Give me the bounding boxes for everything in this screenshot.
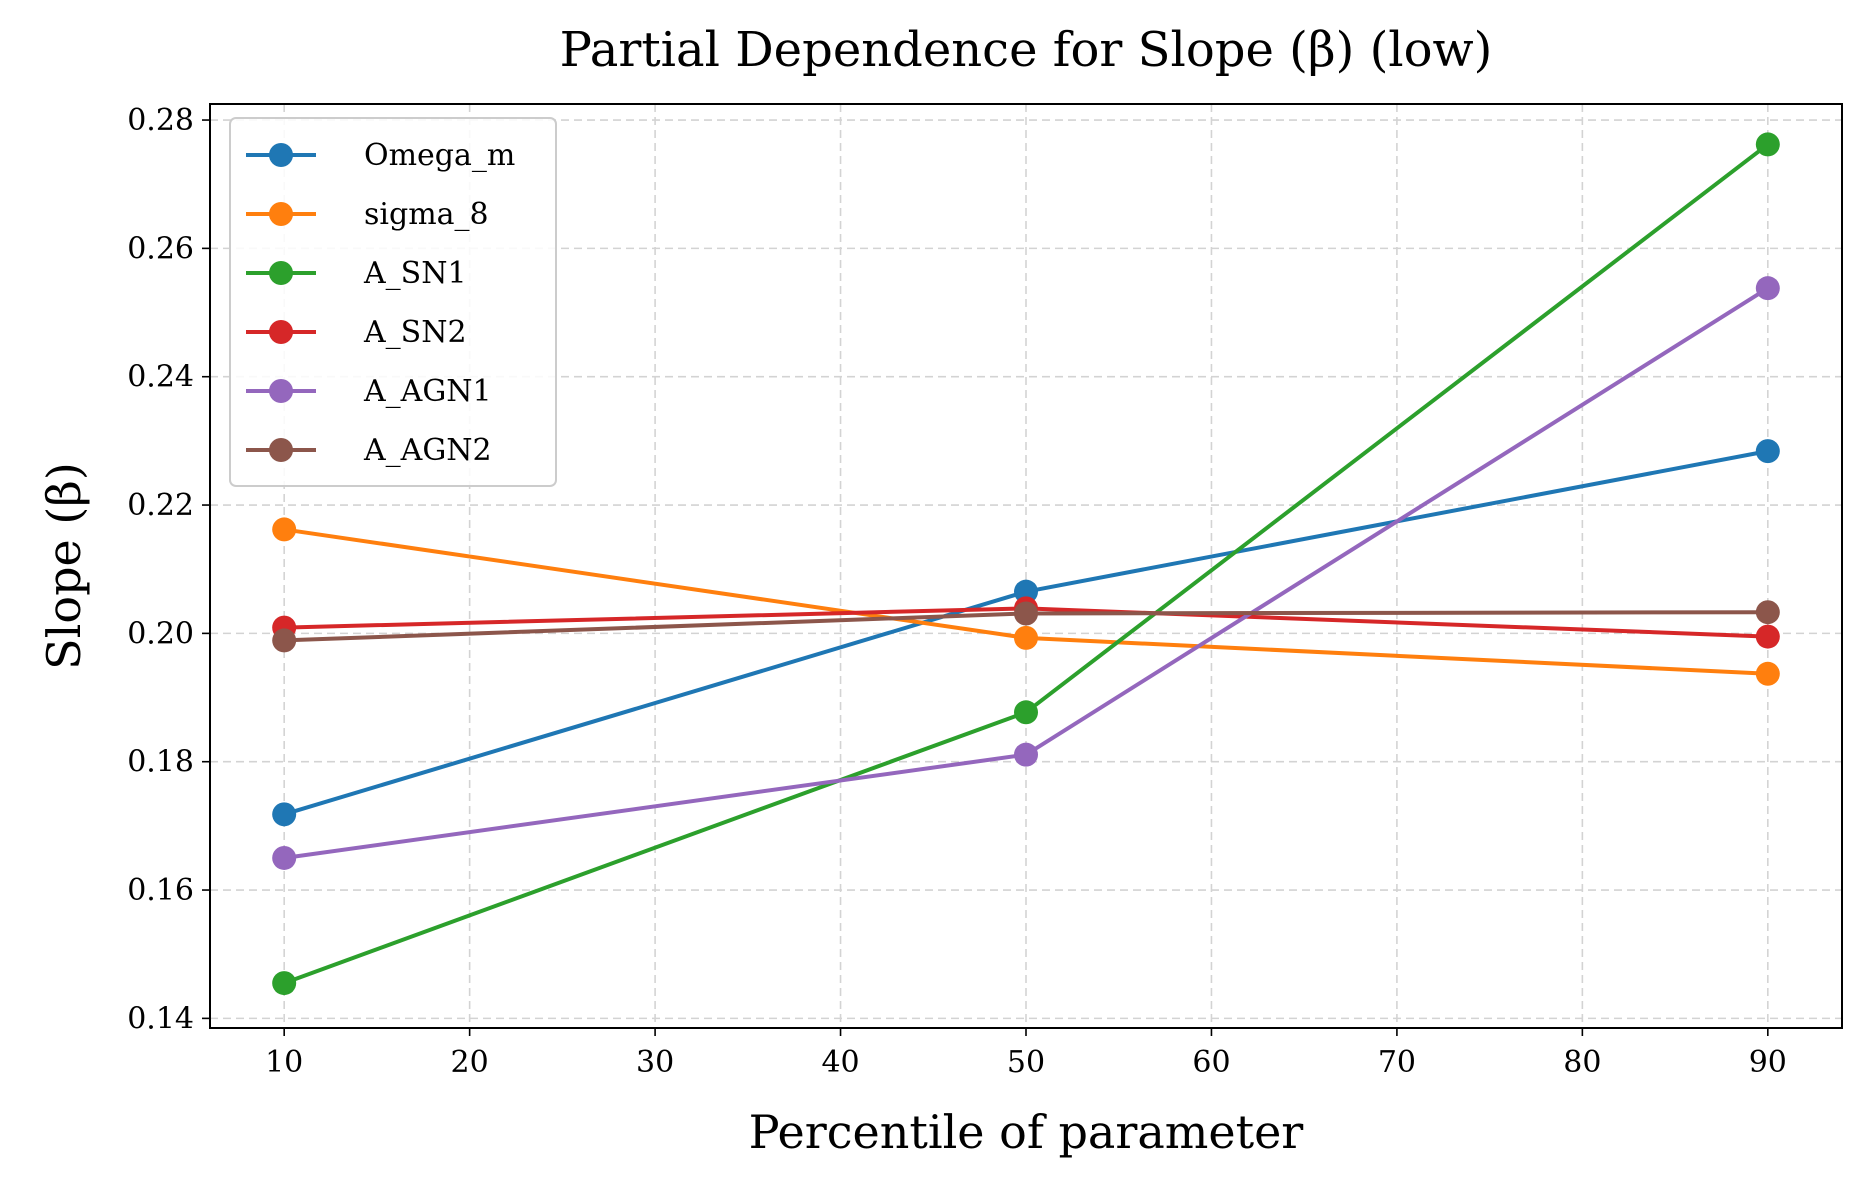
- data-point-A_AGN1-10: [272, 845, 297, 870]
- data-point-A_SN1-90: [1755, 132, 1780, 157]
- x-tick-label-5: 60: [1192, 1045, 1230, 1080]
- data-point-A_SN1-10: [272, 971, 297, 996]
- y-tick-label-4: 0.22: [127, 488, 194, 523]
- legend-marker-A_SN2: [269, 320, 293, 344]
- axis-ticks: 10 20 30 40 50 60 70 80 90 0.14 0.16 0.18 0.20 0.22 0.…: [127, 103, 1787, 1080]
- legend-label-A_SN2: A_SN2: [363, 315, 467, 350]
- legend-box: [229, 117, 557, 487]
- series-A_AGN2: [272, 600, 1780, 653]
- legend-item-A_SN1: A_SN1: [246, 256, 467, 291]
- legend-marker-A_AGN2: [269, 438, 293, 462]
- data-point-A_AGN2-50: [1014, 601, 1038, 626]
- y-axis-label: Slope (β): [37, 462, 91, 670]
- y-tick-label-2: 0.18: [127, 745, 194, 780]
- y-tick-label-5: 0.24: [127, 360, 194, 395]
- data-point-A_SN2-90: [1755, 624, 1780, 649]
- data-point-sigma_8-10: [272, 517, 297, 542]
- y-tick-label-6: 0.26: [127, 231, 194, 266]
- legend-item-sigma_8: sigma_8: [246, 197, 489, 232]
- data-point-A_AGN1-90: [1755, 276, 1780, 301]
- legend-label-A_SN1: A_SN1: [363, 256, 467, 291]
- series-Omega_m: [272, 439, 1780, 827]
- y-tick-label-7: 0.28: [127, 103, 194, 138]
- x-tick-label-1: 20: [451, 1045, 489, 1080]
- x-tick-label-6: 70: [1378, 1045, 1416, 1080]
- legend-marker-Omega_m: [269, 143, 293, 167]
- data-point-sigma_8-90: [1755, 661, 1780, 686]
- data-point-A_AGN2-10: [272, 628, 297, 653]
- data-point-A_SN1-50: [1014, 700, 1038, 725]
- data-point-sigma_8-50: [1014, 625, 1038, 650]
- chart-title: Partial Dependence for Slope (β) (low): [560, 22, 1493, 78]
- legend-label-Omega_m: Omega_m: [364, 138, 515, 173]
- legend-marker-sigma_8: [269, 202, 293, 226]
- data-point-A_AGN2-90: [1755, 600, 1780, 625]
- legend-marker-A_AGN1: [269, 379, 293, 403]
- series-sigma_8: [272, 517, 1780, 686]
- x-tick-label-7: 80: [1563, 1045, 1601, 1080]
- y-tick-label-3: 0.20: [127, 616, 194, 651]
- x-axis-label: Percentile of parameter: [749, 1105, 1304, 1159]
- x-tick-label-4: 50: [1007, 1045, 1045, 1080]
- legend-item-Omega_m: Omega_m: [246, 138, 515, 173]
- data-point-Omega_m-10: [272, 802, 297, 827]
- grid: [210, 104, 1842, 1028]
- data-point-Omega_m-90: [1755, 439, 1780, 464]
- legend-label-sigma_8: sigma_8: [364, 197, 489, 232]
- legend-label-A_AGN2: A_AGN2: [363, 433, 492, 468]
- y-tick-label-1: 0.16: [127, 873, 194, 908]
- x-tick-label-3: 40: [821, 1045, 859, 1080]
- x-tick-label-0: 10: [265, 1045, 303, 1080]
- legend-item-A_SN2: A_SN2: [246, 315, 467, 350]
- series-group: [272, 132, 1780, 996]
- series-A_SN1: [272, 132, 1780, 996]
- y-tick-label-0: 0.14: [127, 1001, 194, 1036]
- legend-marker-A_SN1: [269, 261, 293, 285]
- legend-item-A_AGN2: A_AGN2: [246, 433, 492, 468]
- x-tick-label-2: 30: [636, 1045, 674, 1080]
- legend-item-A_AGN1: A_AGN1: [246, 374, 492, 409]
- data-point-Omega_m-50: [1014, 579, 1038, 604]
- series-A_AGN1: [272, 276, 1780, 870]
- legend-label-A_AGN1: A_AGN1: [363, 374, 492, 409]
- x-tick-label-8: 90: [1749, 1045, 1787, 1080]
- legend: Omega_m sigma_8 A_SN1 A_SN2 A_AGN1 A_AGN2: [229, 117, 557, 487]
- data-point-A_AGN1-50: [1014, 742, 1038, 767]
